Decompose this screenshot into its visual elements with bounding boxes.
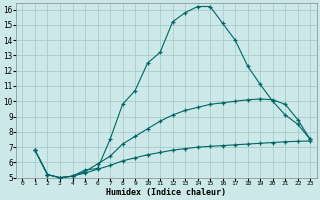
X-axis label: Humidex (Indice chaleur): Humidex (Indice chaleur) (106, 188, 226, 197)
